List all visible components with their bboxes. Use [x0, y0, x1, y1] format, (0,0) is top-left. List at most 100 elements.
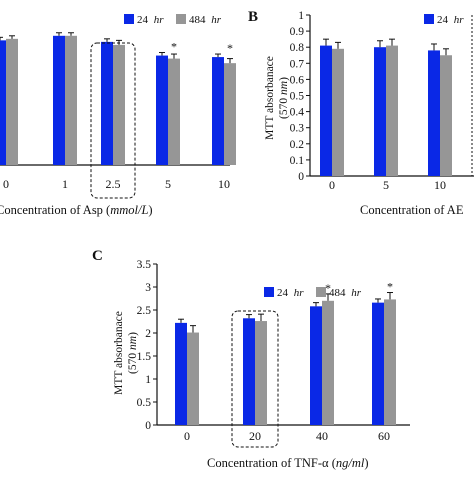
bars-a: * * — [0, 32, 236, 166]
x-tick-label-a-5: 5 — [165, 177, 171, 191]
bar-a-24-0 — [0, 40, 6, 165]
bar-b-484-10 — [440, 55, 452, 176]
x-tick-label-a-1: 1 — [62, 177, 68, 191]
legend-label-24-a: 24 hr — [137, 14, 164, 26]
significance-marker-c-60: * — [387, 280, 393, 294]
y-axis-unit-c-close: ) — [127, 332, 139, 336]
legend-label-484-c: 484 hr — [329, 287, 362, 299]
highlight-box-c — [231, 310, 279, 448]
bar-a-24-10 — [212, 57, 224, 165]
y-tick-label-c-2.5: 2.5 — [137, 305, 152, 317]
x-tick-label-a-2.5: 2.5 — [106, 177, 121, 191]
x-axis-title-c-text: Concentration of TNF-α ( — [207, 456, 336, 470]
bar-b-484-5 — [386, 45, 398, 177]
x-tick-labels-c: 0 20 40 60 — [184, 429, 390, 443]
y-ticks-b: 0 0.1 0.2 0.3 0.4 0.5 0.6 0.7 0.8 0.9 1 — [290, 10, 310, 183]
legend-value-484-a: 484 — [189, 14, 206, 26]
y-axis-unit-b-close: ) — [278, 77, 290, 81]
y-tick-label-b-0.3: 0.3 — [290, 123, 305, 135]
bar-c-484-40 — [322, 300, 334, 425]
bar-c-484-0 — [187, 332, 199, 425]
y-tick-label-b-0.8: 0.8 — [290, 42, 305, 54]
bar-a-484-1 — [65, 35, 77, 165]
x-axis-title-c: Concentration of TNF-α (ng/ml) — [207, 456, 369, 470]
y-axis-title-b: MTT absorbanace — [264, 56, 276, 140]
x-tick-label-a-10: 10 — [218, 177, 230, 191]
x-axis-title-b: Concentration of AE — [360, 203, 464, 217]
y-axis-unit-c-nm: nm — [127, 336, 139, 350]
significance-marker-c-40: * — [325, 281, 331, 295]
legend-unit-484-c: hr — [351, 287, 362, 299]
chart-panel-b: B MTT absorbanace (570 nm) 0 0.1 0.2 0.3 0.4… — [248, 9, 474, 217]
bar-a-24-5 — [156, 55, 168, 166]
x-tick-label-c-0: 0 — [184, 429, 190, 443]
bar-a-484-2.5 — [113, 44, 125, 165]
legend-swatch-24-a — [124, 14, 134, 24]
bar-b-24-10 — [428, 50, 440, 176]
x-tick-label-c-60: 60 — [378, 429, 390, 443]
bar-c-24-40 — [310, 306, 322, 425]
panel-label-c: C — [92, 248, 103, 264]
legend-value-24-c: 24 — [277, 287, 289, 299]
x-tick-label-c-20: 20 — [249, 429, 261, 443]
bar-a-484-0 — [6, 38, 18, 166]
chart-panel-c: C MTT absorbanace (570 nm) 0 0.5 1 1.5 2 2.5 3… — [92, 248, 410, 470]
y-axis-unit-c: (570 nm) — [127, 332, 139, 374]
bar-c-484-20 — [255, 321, 267, 425]
bar-a-484-10 — [224, 63, 236, 165]
legend-swatch-24-c — [264, 287, 274, 297]
legend-swatch-24-b — [424, 14, 434, 24]
bar-b-484-0 — [332, 48, 344, 177]
legend-unit-24-b: hr — [454, 14, 465, 26]
y-tick-label-c-1: 1 — [145, 374, 151, 386]
y-tick-label-c-0: 0 — [145, 420, 151, 432]
bar-a-24-2.5 — [101, 41, 113, 165]
legend-label-24-c: 24 hr — [277, 287, 304, 299]
y-tick-label-c-3.5: 3.5 — [137, 259, 152, 271]
y-tick-label-c-2: 2 — [145, 328, 151, 340]
x-axis-title-c-close: ) — [364, 456, 368, 470]
y-tick-label-c-0.5: 0.5 — [137, 397, 152, 409]
bar-c-24-0 — [175, 322, 187, 425]
y-tick-label-b-0.2: 0.2 — [290, 139, 305, 151]
y-tick-label-b-0.4: 0.4 — [290, 107, 305, 119]
bar-a-24-1 — [53, 35, 65, 165]
legend-swatch-484-c — [316, 287, 326, 297]
legend-unit-24-c: hr — [294, 287, 305, 299]
y-axis-unit-b-open: (570 — [278, 95, 290, 119]
bar-c-24-20 — [243, 318, 255, 425]
x-axis-title-a-unit: mmol/L — [110, 203, 148, 217]
bar-c-24-60 — [372, 302, 384, 425]
highlight-box-a — [90, 42, 136, 199]
y-tick-label-b-0.9: 0.9 — [290, 26, 305, 38]
y-tick-label-b-0: 0 — [298, 171, 304, 183]
x-axis-title-a-text: Concentration of Asp ( — [0, 203, 110, 217]
bar-b-24-0 — [320, 45, 332, 177]
x-tick-label-a-0: 0 — [3, 177, 9, 191]
x-axis-title-a: Concentration of Asp (mmol/L) — [0, 203, 153, 217]
legend-label-484-a: 484 hr — [189, 14, 222, 26]
x-tick-label-b-5: 5 — [383, 178, 389, 192]
legend-swatch-484-a — [176, 14, 186, 24]
chart-panel-a: * * 0 1 2.5 5 10 24 hr 484 hr Concentration o… — [0, 14, 236, 217]
y-tick-label-b-0.5: 0.5 — [290, 91, 305, 103]
x-axis-title-c-unit: ng/ml — [336, 456, 365, 470]
x-tick-labels-a: 0 1 2.5 5 10 — [3, 177, 230, 191]
y-axis-unit-b-nm: nm — [278, 81, 290, 95]
y-tick-label-b-0.7: 0.7 — [290, 58, 305, 70]
x-tick-label-b-0: 0 — [329, 178, 335, 192]
legend-unit-24-a: hr — [154, 14, 165, 26]
legend-c: 24 hr 484 hr — [264, 287, 362, 299]
legend-value-24-b: 24 — [437, 14, 449, 26]
y-tick-label-c-1.5: 1.5 — [137, 351, 152, 363]
bars-c: * * — [175, 280, 396, 425]
significance-marker-a-10: * — [227, 41, 233, 55]
legend-value-484-c: 484 — [329, 287, 346, 299]
y-axis-title-c: MTT absorbanace — [113, 311, 125, 395]
panel-label-b: B — [248, 9, 258, 25]
y-axis-unit-c-open: (570 — [127, 350, 139, 374]
x-tick-label-c-40: 40 — [316, 429, 328, 443]
y-tick-label-b-1: 1 — [298, 10, 304, 22]
